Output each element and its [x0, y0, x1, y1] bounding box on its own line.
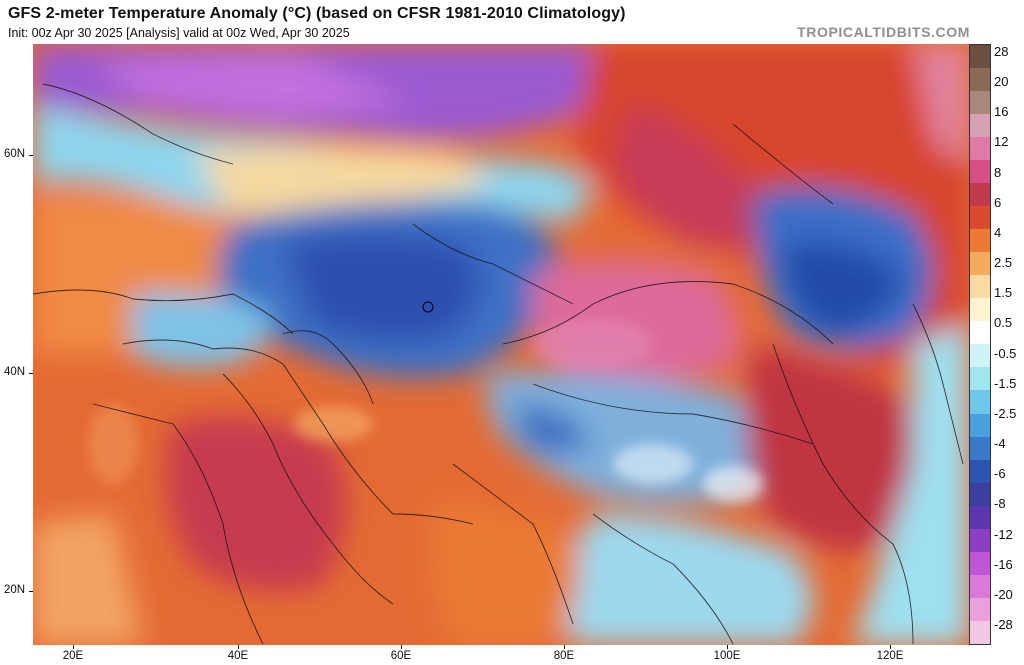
colorbar-swatch — [970, 367, 990, 391]
lat-label-60n: 60N — [4, 148, 26, 160]
colorbar-swatch — [970, 413, 990, 437]
colorbar-label: -20 — [994, 587, 1013, 602]
colorbar-label: 6 — [994, 195, 1002, 210]
colorbar-label: -12 — [994, 527, 1013, 542]
colorbar-swatch — [970, 528, 990, 552]
lat-tick — [29, 155, 33, 156]
colorbar-swatch — [970, 505, 990, 529]
lon-label-40e: 40E — [227, 650, 249, 662]
colorbar-label: -4 — [994, 436, 1006, 451]
colorbar-swatch — [970, 436, 990, 460]
lon-label-80e: 80E — [553, 650, 575, 662]
colorbar-swatch — [970, 91, 990, 115]
colorbar-label: 16 — [994, 104, 1009, 119]
colorbar-swatch — [970, 620, 990, 644]
lon-tick — [401, 645, 402, 649]
colorbar-swatch — [970, 160, 990, 184]
lon-tick — [890, 645, 891, 649]
colorbar-swatch — [970, 597, 990, 621]
colorbar-label: -2.5 — [994, 406, 1017, 421]
colorbar-swatches — [969, 44, 991, 645]
map-canvas — [33, 44, 969, 645]
lon-tick — [238, 645, 239, 649]
temperature-anomaly-map[interactable] — [33, 44, 969, 645]
colorbar-swatch — [970, 390, 990, 414]
lon-label-100e: 100E — [713, 650, 741, 662]
colorbar-swatch — [970, 68, 990, 92]
colorbar-label: 2.5 — [994, 255, 1013, 270]
colorbar-label: -16 — [994, 557, 1013, 572]
colorbar-label: -0.5 — [994, 346, 1017, 361]
lat-label-40n: 40N — [4, 366, 26, 378]
colorbar-swatch — [970, 114, 990, 138]
colorbar-swatch — [970, 344, 990, 368]
colorbar-swatch — [970, 482, 990, 506]
colorbar-swatch — [970, 183, 990, 207]
colorbar-label: 1.5 — [994, 285, 1013, 300]
lon-label-120e: 120E — [876, 650, 904, 662]
lon-label-60e: 60E — [390, 650, 412, 662]
colorbar-label: -1.5 — [994, 376, 1017, 391]
colorbar-label: -8 — [994, 496, 1006, 511]
colorbar-label: 28 — [994, 44, 1009, 59]
map-subtitle: Init: 00z Apr 30 2025 [Analysis] valid a… — [8, 26, 350, 40]
lat-tick — [29, 591, 33, 592]
lon-label-20e: 20E — [62, 650, 84, 662]
colorbar-swatch — [970, 551, 990, 575]
colorbar — [969, 44, 991, 645]
colorbar-swatch — [970, 275, 990, 299]
colorbar-label: -28 — [994, 617, 1013, 632]
map-title: GFS 2-meter Temperature Anomaly (°C) (ba… — [8, 5, 626, 22]
lon-tick — [564, 645, 565, 649]
colorbar-label: 0.5 — [994, 315, 1013, 330]
lat-label-20n: 20N — [4, 584, 26, 596]
lon-tick — [727, 645, 728, 649]
brand-watermark: TROPICALTIDBITS.COM — [797, 24, 970, 40]
colorbar-swatch — [970, 137, 990, 161]
colorbar-label: 8 — [994, 165, 1002, 180]
colorbar-swatch — [970, 459, 990, 483]
colorbar-swatch — [970, 298, 990, 322]
colorbar-label: 4 — [994, 225, 1002, 240]
colorbar-swatch — [970, 229, 990, 253]
colorbar-label: 20 — [994, 74, 1009, 89]
lat-tick — [29, 373, 33, 374]
colorbar-label: 12 — [994, 134, 1009, 149]
colorbar-swatch — [970, 252, 990, 276]
lon-tick — [73, 645, 74, 649]
colorbar-swatch — [970, 45, 990, 69]
colorbar-label: -6 — [994, 466, 1006, 481]
colorbar-swatch — [970, 574, 990, 598]
colorbar-swatch — [970, 206, 990, 230]
colorbar-swatch — [970, 321, 990, 345]
